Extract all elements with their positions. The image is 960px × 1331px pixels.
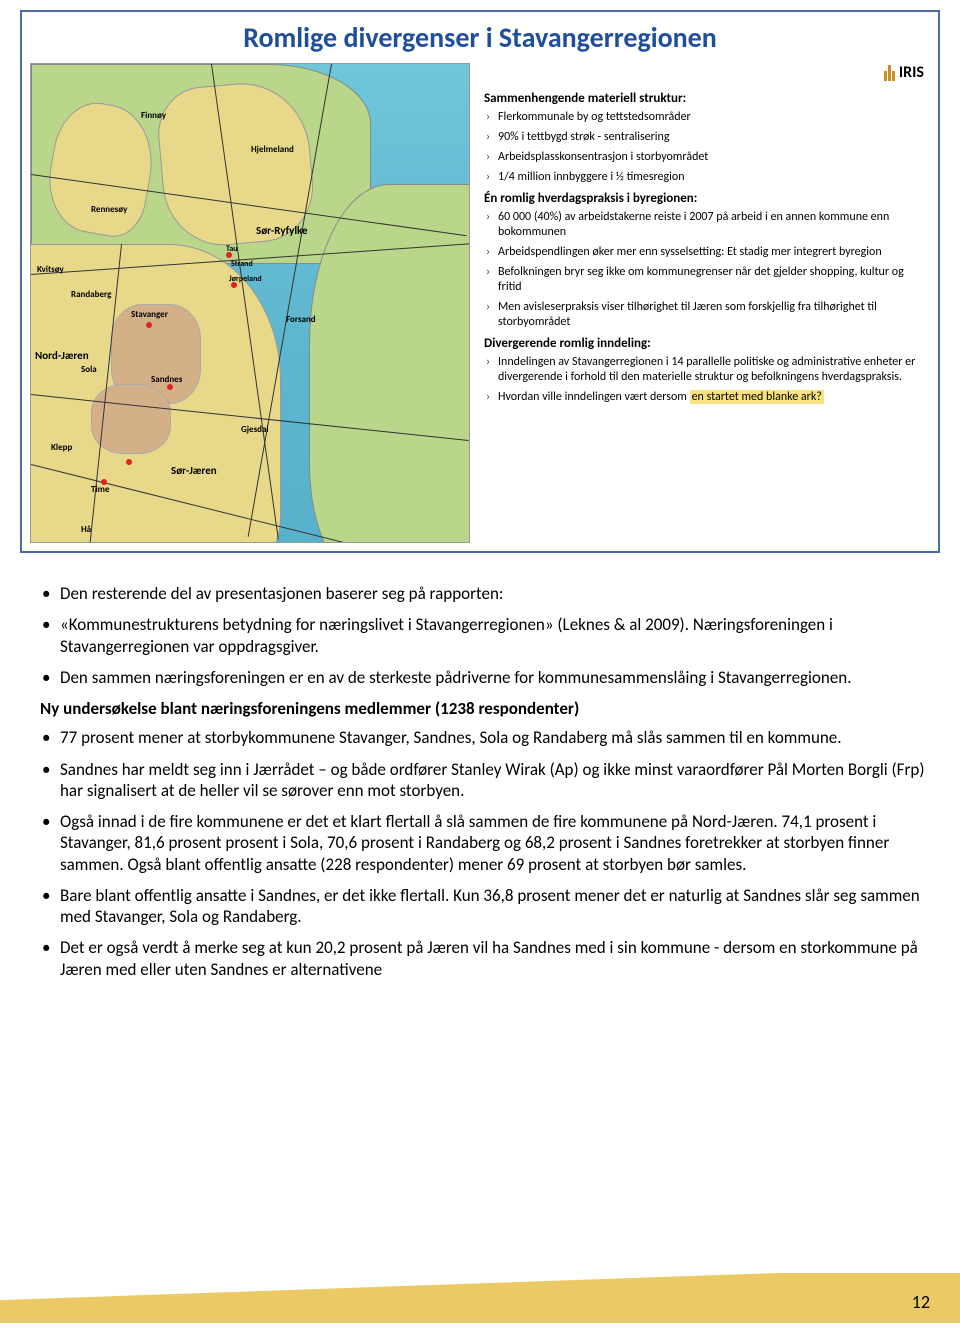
iris-icon bbox=[884, 65, 895, 81]
map-label-gjesdal: Gjesdal bbox=[241, 424, 269, 435]
map-label-finnoy: Finnøy bbox=[141, 110, 166, 121]
bottom-bullet-list: 77 prosent mener at storbykommunene Stav… bbox=[40, 727, 930, 980]
map-label-forsand: Forsand bbox=[286, 314, 316, 325]
list-item: «Kommunestrukturens betydning for næring… bbox=[40, 614, 930, 657]
map-label-ha: Hå bbox=[81, 524, 91, 535]
page-number: 12 bbox=[912, 1291, 930, 1313]
section3-list: Inndelingen av Stavangerregionen i 14 pa… bbox=[484, 355, 924, 405]
map-label-time: Time bbox=[91, 484, 110, 495]
map-label-stavanger: Stavanger bbox=[131, 309, 168, 320]
list-item: Men avisleserpraksis viser tilhørighet t… bbox=[498, 300, 924, 330]
list-item: Også innad i de fire kommunene er det et… bbox=[40, 811, 930, 875]
map-region: Finnøy Hjelmeland Rennesøy Sør-Ryfylke K… bbox=[30, 63, 470, 543]
map-label-strand: Strand bbox=[231, 259, 253, 269]
slide-body: Finnøy Hjelmeland Rennesøy Sør-Ryfylke K… bbox=[22, 59, 938, 551]
diagonal-accent-band bbox=[0, 1273, 960, 1323]
slide-text-column: IRIS Sammenhengende materiell struktur: … bbox=[478, 63, 930, 543]
list-item: Flerkommunale by og tettstedsområder bbox=[498, 110, 924, 125]
top-bullet-list: Den resterende del av presentasjonen bas… bbox=[40, 583, 930, 688]
list-item: Befolkningen bryr seg ikke om kommunegre… bbox=[498, 265, 924, 295]
iris-logo: IRIS bbox=[884, 63, 924, 82]
iris-logo-text: IRIS bbox=[899, 63, 924, 82]
list-item: Inndelingen av Stavangerregionen i 14 pa… bbox=[498, 355, 924, 385]
section1-heading: Sammenhengende materiell struktur: bbox=[484, 91, 924, 106]
embedded-slide: Romlige divergenser i Stavangerregionen … bbox=[20, 10, 940, 553]
list-item: 90% i tettbygd strøk - sentralisering bbox=[498, 130, 924, 145]
map-label-klepp: Klepp bbox=[51, 442, 72, 453]
list-item: 60 000 (40%) av arbeidstakerne reiste i … bbox=[498, 210, 924, 240]
page-body-text: Den resterende del av presentasjonen bas… bbox=[0, 573, 960, 980]
section3-heading: Divergerende romlig inndeling: bbox=[484, 336, 924, 351]
map-label-hjelmeland: Hjelmeland bbox=[251, 144, 294, 155]
list-item: Den sammen næringsforeningen er en av de… bbox=[40, 667, 930, 688]
map-label-sandnes: Sandnes bbox=[151, 374, 182, 385]
map-label-sorryfylke: Sør-Ryfylke bbox=[256, 224, 308, 237]
section2-list: 60 000 (40%) av arbeidstakerne reiste i … bbox=[484, 210, 924, 330]
map-label-sola: Sola bbox=[81, 364, 97, 375]
map-label-kvitsoy: Kvitsøy bbox=[37, 264, 64, 275]
list-item: Det er også verdt å merke seg at kun 20,… bbox=[40, 937, 930, 980]
map-label-nordjaeren: Nord-Jæren bbox=[35, 349, 89, 362]
sub-heading: Ny undersøkelse blant næringsforeningens… bbox=[40, 698, 930, 719]
list-item: Den resterende del av presentasjonen bas… bbox=[40, 583, 930, 604]
section2-heading: Én romlig hverdagspraksis i byregionen: bbox=[484, 191, 924, 206]
list-item: Arbeidspendlingen øker mer enn sysselset… bbox=[498, 245, 924, 260]
map-label-sorjaeren: Sør-Jæren bbox=[171, 464, 217, 477]
list-item: Arbeidsplasskonsentrasjon i storbyområde… bbox=[498, 150, 924, 165]
slide-title: Romlige divergenser i Stavangerregionen bbox=[22, 12, 938, 59]
list-item: Hvordan ville inndelingen vært dersom en… bbox=[498, 390, 924, 405]
logo-row: IRIS bbox=[484, 63, 924, 85]
list-item: Sandnes har meldt seg inn i Jærrådet – o… bbox=[40, 759, 930, 802]
section1-list: Flerkommunale by og tettstedsområder 90%… bbox=[484, 110, 924, 185]
list-item: 1/4 million innbyggere i ½ timesregion bbox=[498, 170, 924, 185]
map-label-rennesoy: Rennesøy bbox=[91, 204, 127, 215]
highlighted-text: en startet med blanke ark? bbox=[690, 390, 824, 404]
list-item: Bare blant offentlig ansatte i Sandnes, … bbox=[40, 885, 930, 928]
map-label-randaberg: Randaberg bbox=[71, 289, 111, 300]
list-item: 77 prosent mener at storbykommunene Stav… bbox=[40, 727, 930, 748]
